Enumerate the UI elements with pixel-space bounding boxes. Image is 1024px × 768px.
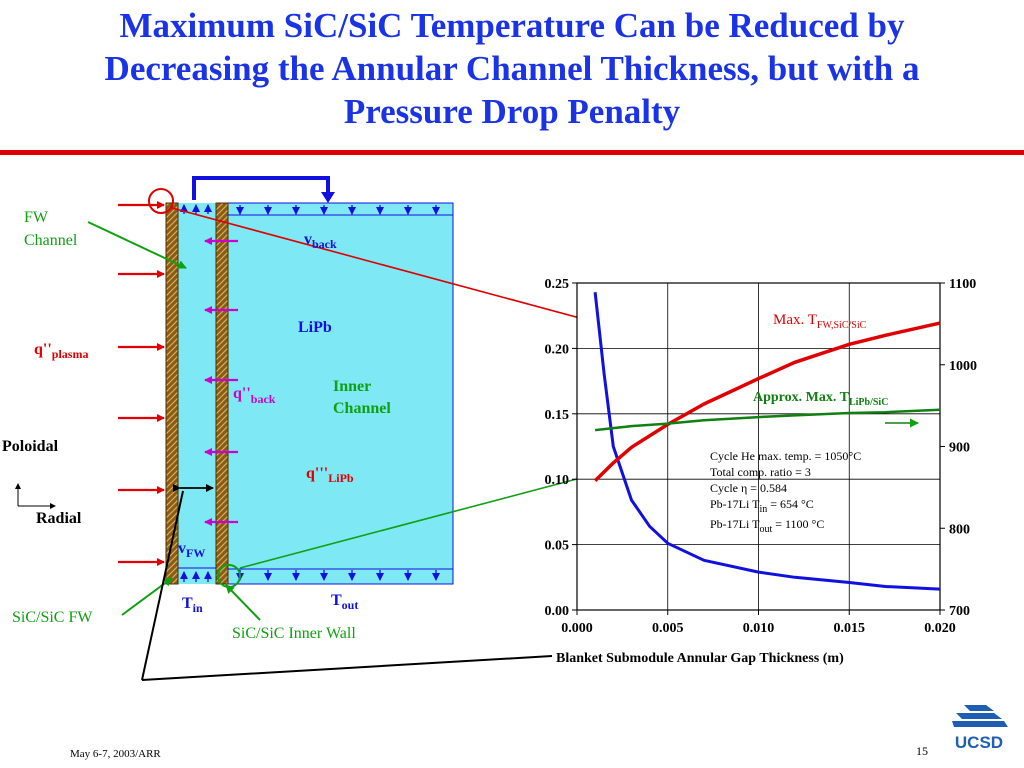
y-right-tick-label: 700 xyxy=(949,604,970,619)
fw-flow-arrows xyxy=(180,204,212,582)
y-right-tick-label: 800 xyxy=(949,522,970,537)
chart-grid xyxy=(577,283,940,610)
q-back-label: q''back xyxy=(233,385,276,406)
inner-flow-arrows-top xyxy=(236,205,440,215)
cycle-notes: Cycle He max. temp. = 1050°C Total comp.… xyxy=(710,449,861,535)
x-tick-label: 0.005 xyxy=(652,621,684,636)
gap-thickness-chart: 0.000 0.005 0.010 0.015 0.020 0.00 0.05 0.10 0.1… xyxy=(545,277,978,666)
x-tick-label: 0.010 xyxy=(743,621,775,636)
pressure-drop-curve xyxy=(593,292,941,591)
gap-axis-leader xyxy=(141,490,553,681)
module-schematic: FW Channel q''plasma Poloidal Radial vba… xyxy=(2,176,801,681)
max-tfw-annotation: Max. TFW,SiC/SiC xyxy=(773,312,867,331)
x-tick-label: 0.015 xyxy=(834,621,866,636)
max-fw-temperature-curve xyxy=(593,321,941,483)
max-fw-temp-callout xyxy=(148,188,174,214)
title-line-1: Maximum SiC/SiC Temperature Can be Reduc… xyxy=(119,6,905,45)
note-comp-ratio: Total comp. ratio = 3 xyxy=(710,465,811,479)
note-he-temp: Cycle He max. temp. = 1050°C xyxy=(710,449,861,463)
slide-title: Maximum SiC/SiC Temperature Can be Reduc… xyxy=(20,4,1004,133)
fw-channel-label-2: Channel xyxy=(24,232,78,249)
fw-channel-pointer xyxy=(87,221,187,269)
inner-channel-label-1: Inner xyxy=(333,378,371,395)
lipb-label: LiPb xyxy=(298,319,332,336)
title-divider xyxy=(0,150,1024,155)
y-right-tick-label: 1000 xyxy=(949,359,977,374)
y-right-tick-label: 900 xyxy=(949,441,970,456)
y-left-tick-label: 0.00 xyxy=(545,604,570,619)
return-pipe xyxy=(192,176,330,200)
sic-fw-pointer xyxy=(121,577,173,616)
radial-label: Radial xyxy=(36,510,82,527)
y-left-tick-label: 0.20 xyxy=(545,342,570,357)
inner-channel-label-2: Channel xyxy=(333,400,391,417)
chart-series xyxy=(593,292,941,591)
inner-channel-region xyxy=(227,202,454,585)
approx-max-annotation: Approx. Max. TLiPb/SiC xyxy=(753,390,888,408)
plasma-heat-arrows xyxy=(118,201,165,566)
y-left-tick-label: 0.10 xyxy=(545,473,570,488)
return-pipe-arrowhead xyxy=(321,192,335,203)
v-fw-label: vFW xyxy=(178,540,205,560)
chart-ticks: 0.000 0.005 0.010 0.015 0.020 0.00 0.05 0.10 0.1… xyxy=(545,277,978,636)
q-plasma-label: q''plasma xyxy=(34,341,88,361)
sic-inner-wall xyxy=(215,202,229,585)
fw-channel-region xyxy=(178,203,216,584)
q-lipb-label: q'''LiPb xyxy=(306,465,354,485)
note-cycle-eff: Cycle η = 0.584 xyxy=(710,481,787,495)
v-back-label: vback xyxy=(304,231,337,251)
y-left-tick-label: 0.25 xyxy=(545,277,570,292)
footer-date: May 6-7, 2003/ARR xyxy=(70,748,161,760)
ucsd-logo: UCSD xyxy=(952,705,1008,752)
figure-canvas: FW Channel q''plasma Poloidal Radial vba… xyxy=(2,176,978,681)
title-line-3: Pressure Drop Penalty xyxy=(343,92,681,131)
page-number: 15 xyxy=(916,744,928,758)
t-out-label: Tout xyxy=(331,592,358,612)
x-tick-label: 0.020 xyxy=(924,621,956,636)
y-left-tick-label: 0.15 xyxy=(545,408,570,423)
fw-channel-label-1: FW xyxy=(24,209,49,226)
y-right-tick-label: 1100 xyxy=(949,277,976,292)
ucsd-logo-text: UCSD xyxy=(955,733,1003,752)
y-left-tick-label: 0.05 xyxy=(545,539,570,554)
poloidal-label: Poloidal xyxy=(2,438,59,455)
sic-inner-wall-pointer xyxy=(225,584,261,621)
t-in-label: Tin xyxy=(182,595,203,615)
sic-fw-label: SiC/SiC FW xyxy=(12,609,93,626)
back-heat-arrows xyxy=(204,237,238,526)
title-line-2: Decreasing the Annular Channel Thickness… xyxy=(104,49,920,88)
x-tick-label: 0.000 xyxy=(561,621,593,636)
note-tin: Pb-17Li Tin = 654 °C xyxy=(710,497,814,515)
max-lipb-sic-temperature-curve xyxy=(594,408,941,432)
sic-inner-wall-label: SiC/SiC Inner Wall xyxy=(232,625,356,642)
note-tout: Pb-17Li Tout = 1100 °C xyxy=(710,517,824,535)
x-axis-label: Blanket Submodule Annular Gap Thickness … xyxy=(556,651,844,666)
